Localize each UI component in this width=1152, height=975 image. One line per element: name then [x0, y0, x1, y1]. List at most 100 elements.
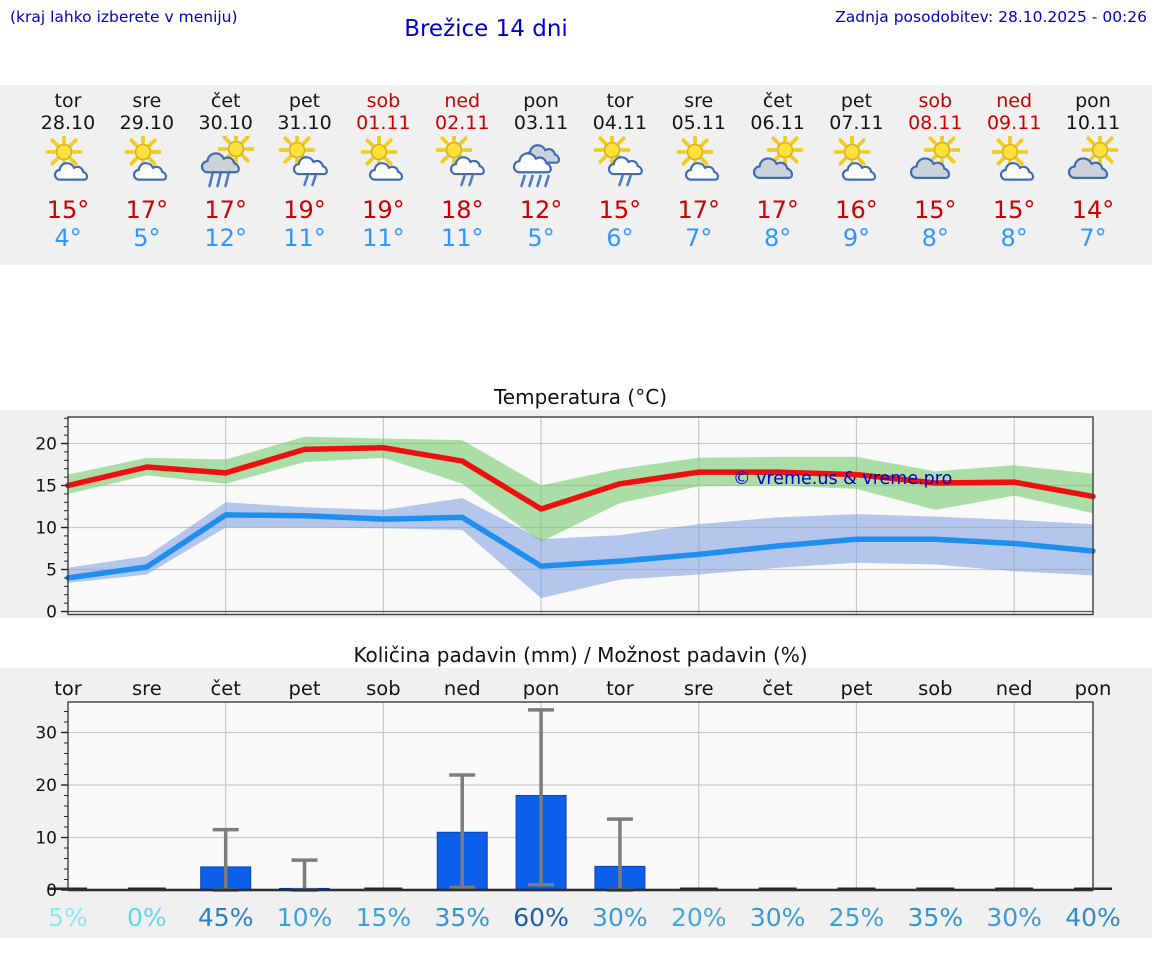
forecast-day: sob 01.11 19° 11° — [343, 85, 423, 265]
day-date: 10.11 — [1065, 112, 1121, 134]
clouds-rain-heavy-icon — [501, 134, 581, 194]
day-low-temp: 11° — [362, 224, 405, 252]
max-temp-range-band — [68, 436, 1093, 542]
sun-cloud-icon — [974, 133, 1054, 194]
precip-percent-label: 15% — [356, 903, 412, 932]
day-date: 31.10 — [277, 112, 332, 134]
sun-cloud-icon — [343, 133, 423, 194]
forecast-day: pet 07.11 16° 9° — [816, 85, 896, 265]
precip-day-label: ned — [996, 677, 1033, 700]
day-high-temp: 15° — [598, 196, 642, 224]
forecast-day: sob 08.11 15° 8° — [895, 85, 975, 265]
cloud-sun-rain-heavy-icon — [186, 130, 266, 194]
precip-ytick-label: 30 — [35, 724, 57, 744]
temp-ytick-label: 15 — [35, 477, 57, 497]
precip-day-label: tor — [606, 677, 635, 700]
day-high-temp: 17° — [677, 196, 721, 224]
min-temp-line — [65, 512, 1096, 581]
day-date: 01.11 — [356, 112, 411, 134]
precip-percent-label: 60% — [513, 903, 569, 932]
cloud-sun-icon — [1053, 131, 1133, 194]
day-low-temp: 5° — [133, 224, 161, 252]
forecast-day: čet 30.10 17° 12° — [186, 85, 266, 265]
precip-percent-label: 10% — [277, 903, 333, 932]
day-low-temp: 7° — [1079, 224, 1107, 252]
day-date: 05.11 — [671, 112, 726, 134]
watermark: © vreme.us & vreme.pro — [733, 469, 952, 489]
day-low-temp: 6° — [606, 224, 634, 252]
forecast-day: tor 04.11 15° 6° — [580, 85, 660, 265]
day-date: 03.11 — [513, 112, 569, 134]
day-high-temp: 17° — [125, 196, 169, 224]
temperature-chart-canvas: 0 5 10 15 20 © vreme.us & vreme.pro — [35, 416, 1096, 619]
day-name: sre — [132, 90, 162, 112]
day-name: pet — [840, 90, 873, 112]
precip-percent-label: 5% — [48, 903, 88, 932]
precip-percent-label: 0% — [127, 903, 167, 932]
precip-ytick-label: 10 — [35, 829, 57, 849]
day-high-temp: 17° — [756, 196, 799, 224]
day-name: pet — [288, 90, 321, 112]
precip-percent-label: 30% — [750, 903, 806, 932]
day-low-temp: 5° — [527, 224, 555, 252]
temp-ytick-label: 0 — [46, 603, 57, 619]
precip-percent-label: 35% — [908, 903, 964, 932]
forecast-day: ned 02.11 18° 11° — [422, 85, 502, 265]
day-name: čet — [210, 90, 241, 112]
sun-cloud-rain-icon — [580, 131, 660, 194]
precip-day-label: tor — [54, 677, 83, 700]
precip-ytick-label: 0 — [46, 881, 57, 901]
precip-day-label: pet — [840, 677, 872, 700]
precip-day-label: sre — [132, 677, 162, 700]
day-low-temp: 11° — [440, 224, 484, 252]
day-name: sre — [684, 90, 714, 112]
sun-cloud-rain-icon — [265, 131, 345, 194]
precip-percent-label: 45% — [198, 903, 254, 932]
day-low-temp: 4° — [54, 224, 82, 252]
precip-day-label: sob — [918, 677, 952, 700]
day-high-temp: 19° — [362, 196, 405, 224]
day-low-temp: 9° — [842, 224, 871, 252]
day-name: sob — [366, 90, 401, 112]
sun-cloud-icon — [816, 133, 896, 194]
forecast-day: pet 31.10 19° 11° — [265, 85, 345, 265]
precip-percent-label: 40% — [1065, 903, 1121, 932]
precip-day-label: čet — [762, 677, 793, 700]
last-update-timestamp: Zadnja posodobitev: 28.10.2025 - 00:26 — [835, 8, 1147, 26]
day-high-temp: 12° — [519, 196, 563, 224]
day-name: ned — [996, 90, 1033, 112]
precip-percent-label: 30% — [592, 903, 648, 932]
precip-day-label: pon — [1075, 677, 1112, 700]
day-high-temp: 15° — [992, 196, 1036, 224]
cloud-sun-icon — [738, 131, 818, 194]
forecast-day: pon 10.11 14° 7° — [1053, 85, 1133, 265]
precip-day-label: sob — [366, 677, 400, 700]
day-date: 06.11 — [750, 112, 805, 134]
day-name: pon — [1075, 90, 1111, 112]
temp-ytick-label: 20 — [35, 435, 57, 455]
precip-day-label: ned — [444, 677, 481, 700]
precip-percent-label: 35% — [434, 903, 490, 932]
day-date: 30.10 — [198, 112, 253, 134]
sun-cloud-icon — [28, 133, 108, 194]
day-high-temp: 15° — [914, 196, 957, 224]
day-date: 08.11 — [908, 112, 963, 134]
day-low-temp: 7° — [685, 224, 713, 252]
forecast-strip: tor 28.10 15° 4° sre 29.10 17° 5° čet 30.10 17° 12°… — [0, 85, 1152, 265]
precip-day-label: čet — [211, 677, 242, 700]
day-high-temp: 15° — [46, 196, 90, 224]
precip-percent-label: 20% — [671, 903, 727, 932]
min-temp-range-band — [68, 498, 1093, 599]
sun-cloud-icon — [659, 133, 739, 194]
sun-cloud-icon — [107, 133, 187, 194]
day-name: pon — [523, 90, 559, 112]
day-low-temp: 11° — [283, 224, 326, 252]
day-high-temp: 14° — [1071, 196, 1115, 224]
forecast-day: ned 09.11 15° 8° — [974, 85, 1054, 265]
day-date: 28.10 — [40, 112, 96, 134]
temperature-chart-title: Temperatura (°C) — [493, 385, 667, 409]
day-date: 29.10 — [119, 112, 175, 134]
day-name: sob — [918, 90, 953, 112]
precip-day-label: pet — [289, 677, 321, 700]
